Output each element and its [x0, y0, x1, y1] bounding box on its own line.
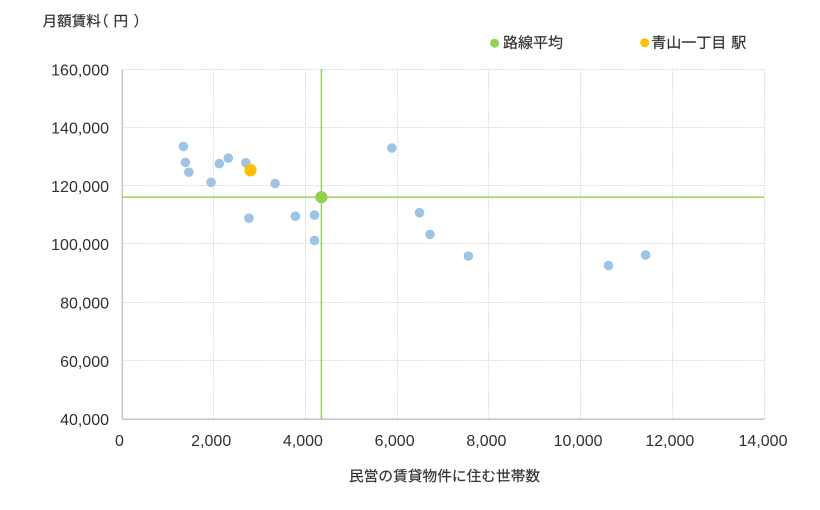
svg-text:140,000: 140,000 [51, 121, 109, 138]
svg-text:160,000: 160,000 [51, 62, 109, 79]
svg-text:80,000: 80,000 [60, 296, 109, 313]
svg-text:8,000: 8,000 [466, 433, 506, 450]
svg-text:6,000: 6,000 [375, 433, 415, 450]
svg-text:14,000: 14,000 [739, 433, 788, 450]
svg-text:10,000: 10,000 [554, 433, 603, 450]
svg-text:2,000: 2,000 [191, 433, 231, 450]
svg-text:12,000: 12,000 [645, 433, 694, 450]
svg-text:120,000: 120,000 [51, 179, 109, 196]
svg-text:0: 0 [115, 433, 124, 450]
svg-text:4,000: 4,000 [283, 433, 323, 450]
svg-text:60,000: 60,000 [60, 354, 109, 371]
svg-text:40,000: 40,000 [60, 412, 109, 429]
svg-text:100,000: 100,000 [51, 237, 109, 254]
